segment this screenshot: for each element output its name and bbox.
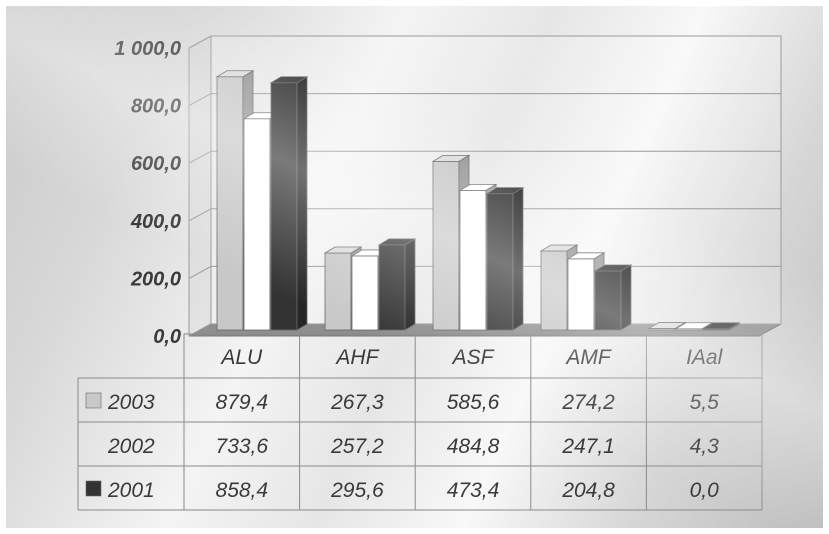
table-cell: 274,2 bbox=[561, 391, 615, 414]
bar-ASF-2001 bbox=[485, 186, 525, 331]
bar-chart: 0,0 200,0 400,0 600,0 800,0 1 000,0 ALU AHF ASF… bbox=[77, 35, 782, 511]
table-cell: 473,4 bbox=[447, 479, 500, 502]
table-cell: 585,6 bbox=[447, 391, 500, 414]
bar-side bbox=[404, 238, 416, 331]
table-cell: 257,2 bbox=[330, 435, 384, 458]
bar-top bbox=[674, 322, 714, 330]
bar-AMF-2001 bbox=[593, 264, 633, 331]
x-tick-label: AMF bbox=[564, 346, 612, 369]
bar-top bbox=[323, 246, 363, 254]
table-cell: 733,6 bbox=[216, 435, 269, 458]
bar-top bbox=[566, 252, 606, 260]
bar-front bbox=[270, 82, 298, 331]
bar-top bbox=[431, 154, 471, 162]
table-cell: 267,3 bbox=[330, 391, 384, 414]
bar-top bbox=[701, 322, 741, 330]
y-tick-label: 800,0 bbox=[131, 96, 181, 118]
bar-side bbox=[512, 186, 524, 331]
table-cell: 484,8 bbox=[447, 435, 500, 458]
table-cell: 5,5 bbox=[690, 391, 720, 414]
bar-ALU-2001 bbox=[269, 76, 309, 331]
legend-key-2003 bbox=[85, 392, 102, 409]
bar-top bbox=[485, 187, 525, 195]
bar-top bbox=[458, 183, 498, 191]
bar-top bbox=[647, 322, 687, 329]
bar-top bbox=[215, 70, 255, 78]
legend-label-2002: 2002 bbox=[107, 435, 155, 458]
bar-front bbox=[216, 76, 244, 331]
table-cell: 4,3 bbox=[690, 435, 720, 458]
x-tick-label: ASF bbox=[451, 346, 495, 369]
gridline-side bbox=[188, 150, 212, 164]
bar-front bbox=[378, 244, 406, 331]
bar-AHF-2001 bbox=[377, 238, 417, 331]
bar-side bbox=[620, 264, 632, 331]
table-cell: 295,6 bbox=[330, 479, 384, 502]
bar-front bbox=[351, 255, 379, 331]
legend-key-2001 bbox=[85, 480, 102, 497]
x-tick-label: ALU bbox=[219, 346, 263, 369]
chart-frame: 0,0 200,0 400,0 600,0 800,0 1 000,0 ALU AHF ASF… bbox=[6, 6, 823, 528]
table-cell: 0,0 bbox=[690, 479, 720, 502]
y-tick-label: 600,0 bbox=[131, 153, 181, 175]
table-cell: 858,4 bbox=[216, 479, 269, 502]
gridline-side bbox=[188, 93, 212, 107]
y-tick-label: 1 000,0 bbox=[114, 38, 181, 60]
bar-front bbox=[324, 252, 352, 331]
gridline-side bbox=[188, 265, 212, 279]
bar-IAal-2001 bbox=[701, 322, 741, 331]
table-cell: 204,8 bbox=[561, 479, 615, 502]
gridline-side bbox=[188, 35, 212, 49]
gridline-side bbox=[188, 208, 212, 222]
bar-front bbox=[567, 258, 595, 331]
table-cell: 879,4 bbox=[216, 391, 269, 414]
legend-label-2003: 2003 bbox=[107, 391, 155, 414]
bar-top bbox=[593, 264, 633, 272]
bar-top bbox=[377, 238, 417, 246]
bar-top bbox=[269, 76, 309, 84]
bar-front bbox=[540, 250, 568, 331]
x-tick-label: AHF bbox=[334, 346, 379, 369]
bar-front bbox=[459, 189, 487, 331]
table-cell: 247,1 bbox=[561, 435, 615, 458]
legend-label-2001: 2001 bbox=[107, 479, 155, 502]
bar-front bbox=[243, 118, 271, 331]
bar-front bbox=[594, 270, 622, 331]
bar-front bbox=[432, 160, 460, 331]
x-tick-label: IAal bbox=[686, 346, 724, 369]
bar-side bbox=[296, 76, 308, 331]
chart-side-wall bbox=[188, 35, 212, 337]
bar-top bbox=[539, 244, 579, 252]
y-tick-label: 0,0 bbox=[153, 326, 181, 348]
bar-front bbox=[486, 193, 514, 331]
y-tick-label: 400,0 bbox=[130, 211, 181, 233]
y-tick-label: 200,0 bbox=[130, 268, 181, 290]
